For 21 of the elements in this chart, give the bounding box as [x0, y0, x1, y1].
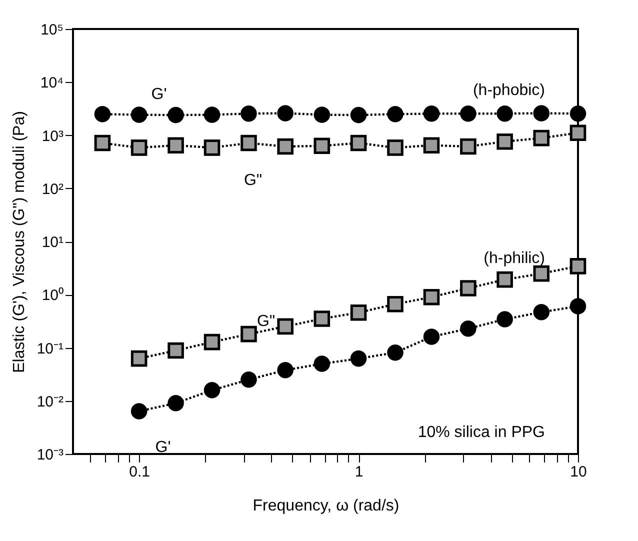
x-tick-label: 0.1	[129, 464, 150, 480]
annotation: (h-phobic)	[472, 82, 545, 99]
x-axis-title: Frequency, ω (rad/s)	[252, 498, 400, 514]
y-tick-label: 10¹	[42, 234, 64, 251]
annotation: 10% silica in PPG	[418, 424, 545, 441]
y-tick-label: 10⁵	[40, 22, 64, 38]
annotation: G'	[151, 86, 167, 103]
y-tick-label: 10³	[42, 128, 64, 145]
y-tick-label: 10²	[42, 180, 64, 198]
x-tick-label: 1	[354, 464, 364, 480]
y-axis-title: Elastic (G'), Viscous (G") moduli (Pa)	[10, 111, 28, 373]
annotation: G"	[256, 313, 276, 330]
annotation: (h-philic)	[484, 250, 545, 267]
y-tick-label: 10⁴	[40, 74, 64, 92]
y-tick-label: 10⁻¹	[36, 340, 64, 358]
y-tick-label: 10⁻³	[36, 446, 64, 464]
y-tick-label: 10⁰	[42, 287, 64, 304]
x-tick-label: 10	[570, 464, 587, 480]
y-tick-label: 10⁻²	[36, 393, 64, 410]
annotation: G"	[244, 172, 262, 189]
annotation: G'	[155, 439, 171, 456]
